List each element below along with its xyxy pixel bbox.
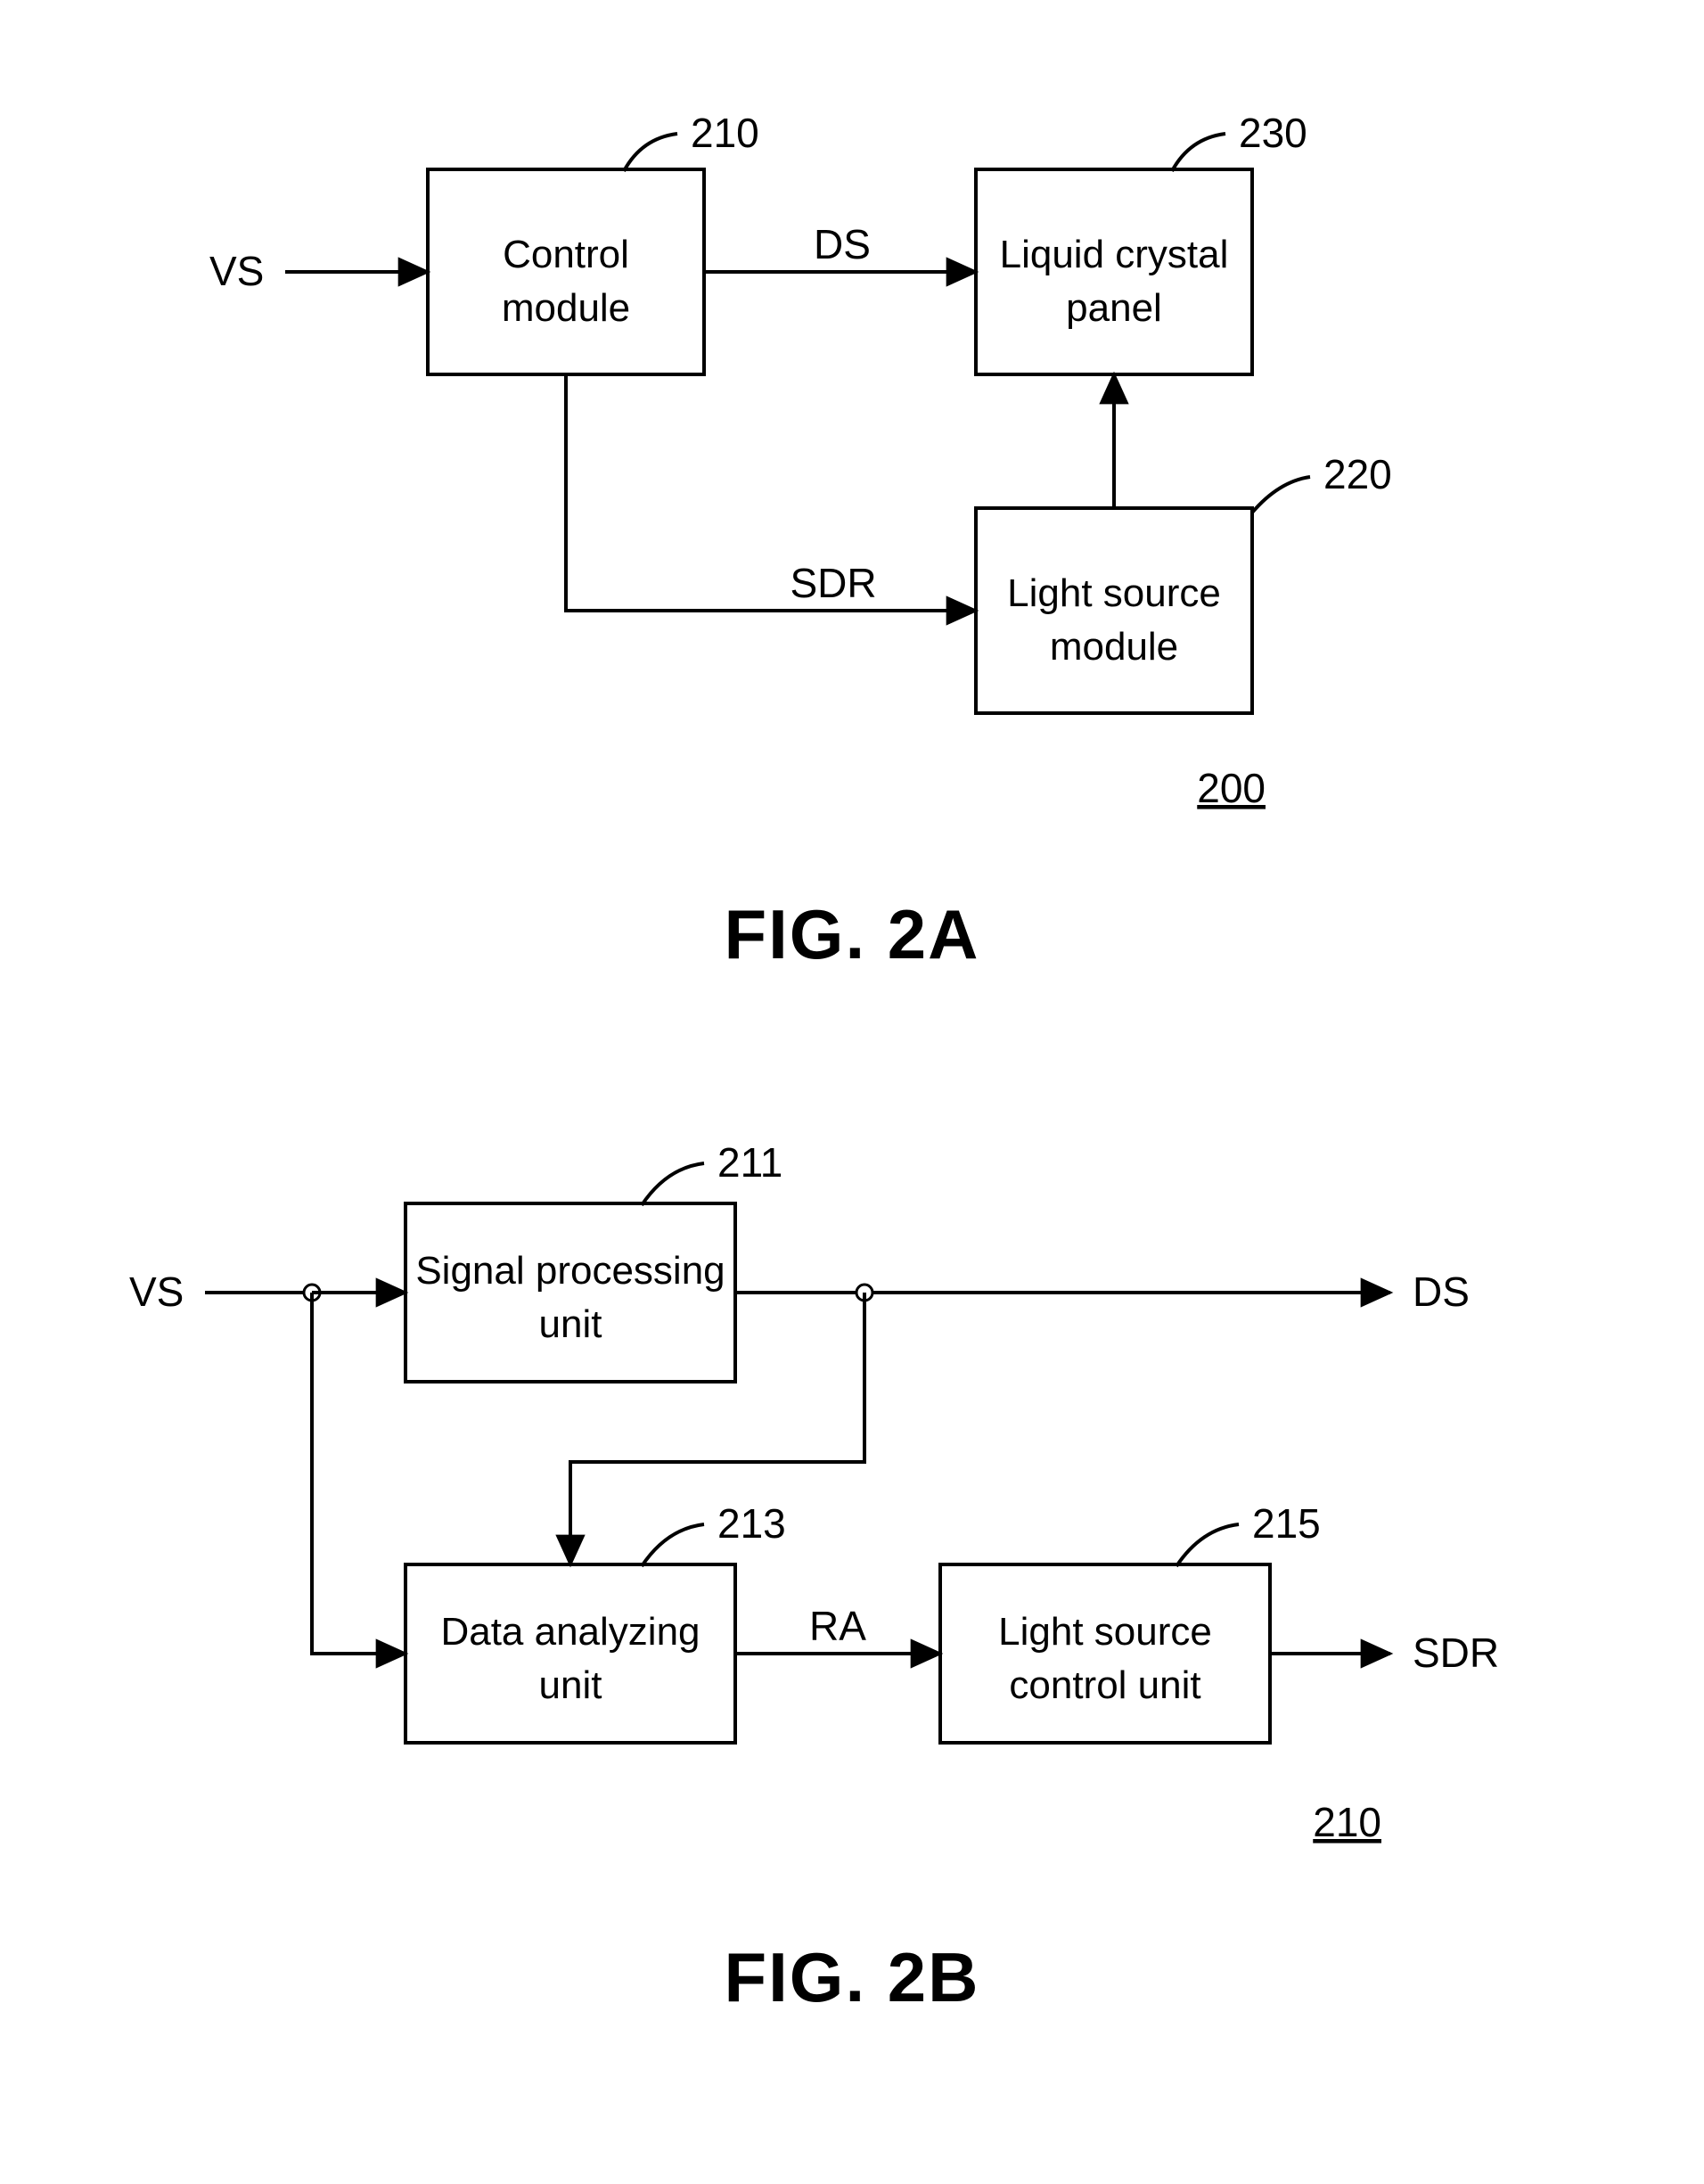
leader-230 bbox=[1172, 134, 1225, 171]
label-lsctrl-line2: control unit bbox=[1009, 1663, 1200, 1707]
caption-2a: FIG. 2A bbox=[724, 895, 979, 973]
label-light-line2: module bbox=[1050, 625, 1178, 669]
ref-230: 230 bbox=[1239, 110, 1307, 156]
label-sigproc-line1: Signal processing bbox=[415, 1249, 725, 1293]
label-vs-2a: VS bbox=[209, 248, 264, 294]
leader-215 bbox=[1176, 1524, 1239, 1566]
node-data-analyzing-unit bbox=[406, 1564, 735, 1743]
label-ds-2a: DS bbox=[814, 221, 871, 267]
label-sdr-2b: SDR bbox=[1413, 1630, 1499, 1676]
ref-210: 210 bbox=[691, 110, 759, 156]
ref-220: 220 bbox=[1323, 451, 1392, 497]
leader-220 bbox=[1252, 477, 1310, 513]
fig-2b: Signal processing unit 211 Data analyzin… bbox=[129, 1139, 1499, 2016]
label-analyzer-line2: unit bbox=[539, 1663, 602, 1707]
label-control-line1: Control bbox=[503, 233, 629, 276]
label-panel-line2: panel bbox=[1066, 286, 1162, 330]
label-sigproc-line2: unit bbox=[539, 1302, 602, 1346]
ref-213: 213 bbox=[717, 1500, 786, 1547]
leader-211 bbox=[642, 1163, 704, 1205]
leader-213 bbox=[642, 1524, 704, 1566]
edge-control-to-light bbox=[566, 374, 976, 611]
label-vs-2b: VS bbox=[129, 1269, 184, 1315]
label-sdr-2a: SDR bbox=[790, 560, 876, 606]
label-panel-line1: Liquid crystal bbox=[1000, 233, 1229, 276]
node-light-source-control-unit bbox=[940, 1564, 1270, 1743]
leader-210 bbox=[624, 134, 677, 171]
label-ra: RA bbox=[809, 1603, 866, 1649]
edge-vs-to-analyzer bbox=[312, 1293, 406, 1654]
label-ds-2b: DS bbox=[1413, 1269, 1470, 1315]
caption-2b: FIG. 2B bbox=[724, 1938, 979, 2016]
ref-211: 211 bbox=[717, 1139, 782, 1186]
ref-210b: 210 bbox=[1313, 1799, 1381, 1845]
ref-200: 200 bbox=[1197, 765, 1266, 811]
node-signal-processing-unit bbox=[406, 1203, 735, 1382]
ref-215: 215 bbox=[1252, 1500, 1321, 1547]
label-lsctrl-line1: Light source bbox=[998, 1610, 1212, 1654]
label-control-line2: module bbox=[502, 286, 630, 330]
page: Control module 210 Liquid crystal panel … bbox=[0, 0, 1704, 2184]
fig-2a: Control module 210 Liquid crystal panel … bbox=[209, 110, 1392, 973]
label-analyzer-line1: Data analyzing bbox=[440, 1610, 700, 1654]
label-light-line1: Light source bbox=[1007, 571, 1221, 615]
diagrams-svg: Control module 210 Liquid crystal panel … bbox=[0, 0, 1704, 2184]
